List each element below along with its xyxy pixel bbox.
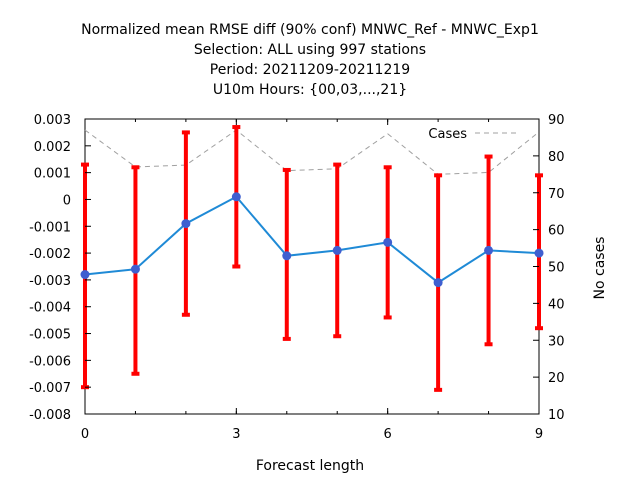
mean-point xyxy=(433,278,443,288)
y-tick-label: 0 xyxy=(63,193,71,208)
y-tick-label: -0.003 xyxy=(29,274,71,289)
title-line-2: Selection: ALL using 997 stations xyxy=(194,42,426,58)
mean-point xyxy=(130,264,140,274)
y-tick-label: -0.002 xyxy=(29,247,71,262)
y-tick-label: 0.002 xyxy=(34,140,71,155)
y-tick-label: -0.005 xyxy=(29,328,71,343)
y2-tick-label: 70 xyxy=(548,187,565,202)
mean-point xyxy=(484,245,494,255)
x-axis-label: Forecast length xyxy=(256,458,364,474)
y2-tick-label: 50 xyxy=(548,261,565,276)
x-tick-label: 9 xyxy=(535,427,543,442)
y2-tick-label: 30 xyxy=(548,334,565,349)
y2-tick-label: 10 xyxy=(548,408,565,423)
mean-series xyxy=(80,192,544,288)
y2-tick-label: 80 xyxy=(548,150,565,165)
x-tick-label: 0 xyxy=(81,427,89,442)
x-tick-label: 6 xyxy=(384,427,392,442)
mean-point xyxy=(332,245,342,255)
y-tick-label: -0.001 xyxy=(29,220,71,235)
mean-point xyxy=(181,219,191,229)
y2-tick-label: 40 xyxy=(548,297,565,312)
plot-area xyxy=(84,118,540,415)
cases-line xyxy=(84,129,540,175)
plot-frame xyxy=(84,118,540,415)
y2-tick-label: 60 xyxy=(548,224,565,239)
y-tick-label: -0.006 xyxy=(29,354,71,369)
x-tick-label: 3 xyxy=(232,427,240,442)
mean-point xyxy=(80,270,90,280)
y-tick-label: -0.004 xyxy=(29,301,71,316)
y-tick-label: 0.001 xyxy=(34,167,71,182)
legend: Cases xyxy=(428,127,520,142)
mean-point xyxy=(282,251,292,261)
y2-tick-label: 90 xyxy=(548,113,565,128)
chart-title: Normalized mean RMSE diff (90% conf) MNW… xyxy=(81,22,539,98)
title-line-1: Normalized mean RMSE diff (90% conf) MNW… xyxy=(81,22,539,38)
mean-line xyxy=(84,195,540,284)
y2-axis-label: No cases xyxy=(592,237,608,300)
legend-label-cases: Cases xyxy=(428,127,467,142)
mean-point xyxy=(383,237,393,247)
y2-tick-label: 20 xyxy=(548,371,565,386)
ticks: 0 3 6 9 0.003 0.002 0.001 0 -0.001 -0.002 -0.003 -0… xyxy=(29,113,564,442)
y-tick-label: 0.003 xyxy=(34,113,71,128)
y-tick-label: -0.008 xyxy=(29,408,71,423)
cases-layer xyxy=(84,129,540,175)
error-bars xyxy=(81,125,543,392)
title-line-4: U10m Hours: {00,03,...,21} xyxy=(213,82,407,98)
mean-point xyxy=(231,192,241,202)
mean-point xyxy=(534,248,544,258)
title-line-3: Period: 20211209-20211219 xyxy=(210,62,410,78)
y-tick-label: -0.007 xyxy=(29,381,71,396)
